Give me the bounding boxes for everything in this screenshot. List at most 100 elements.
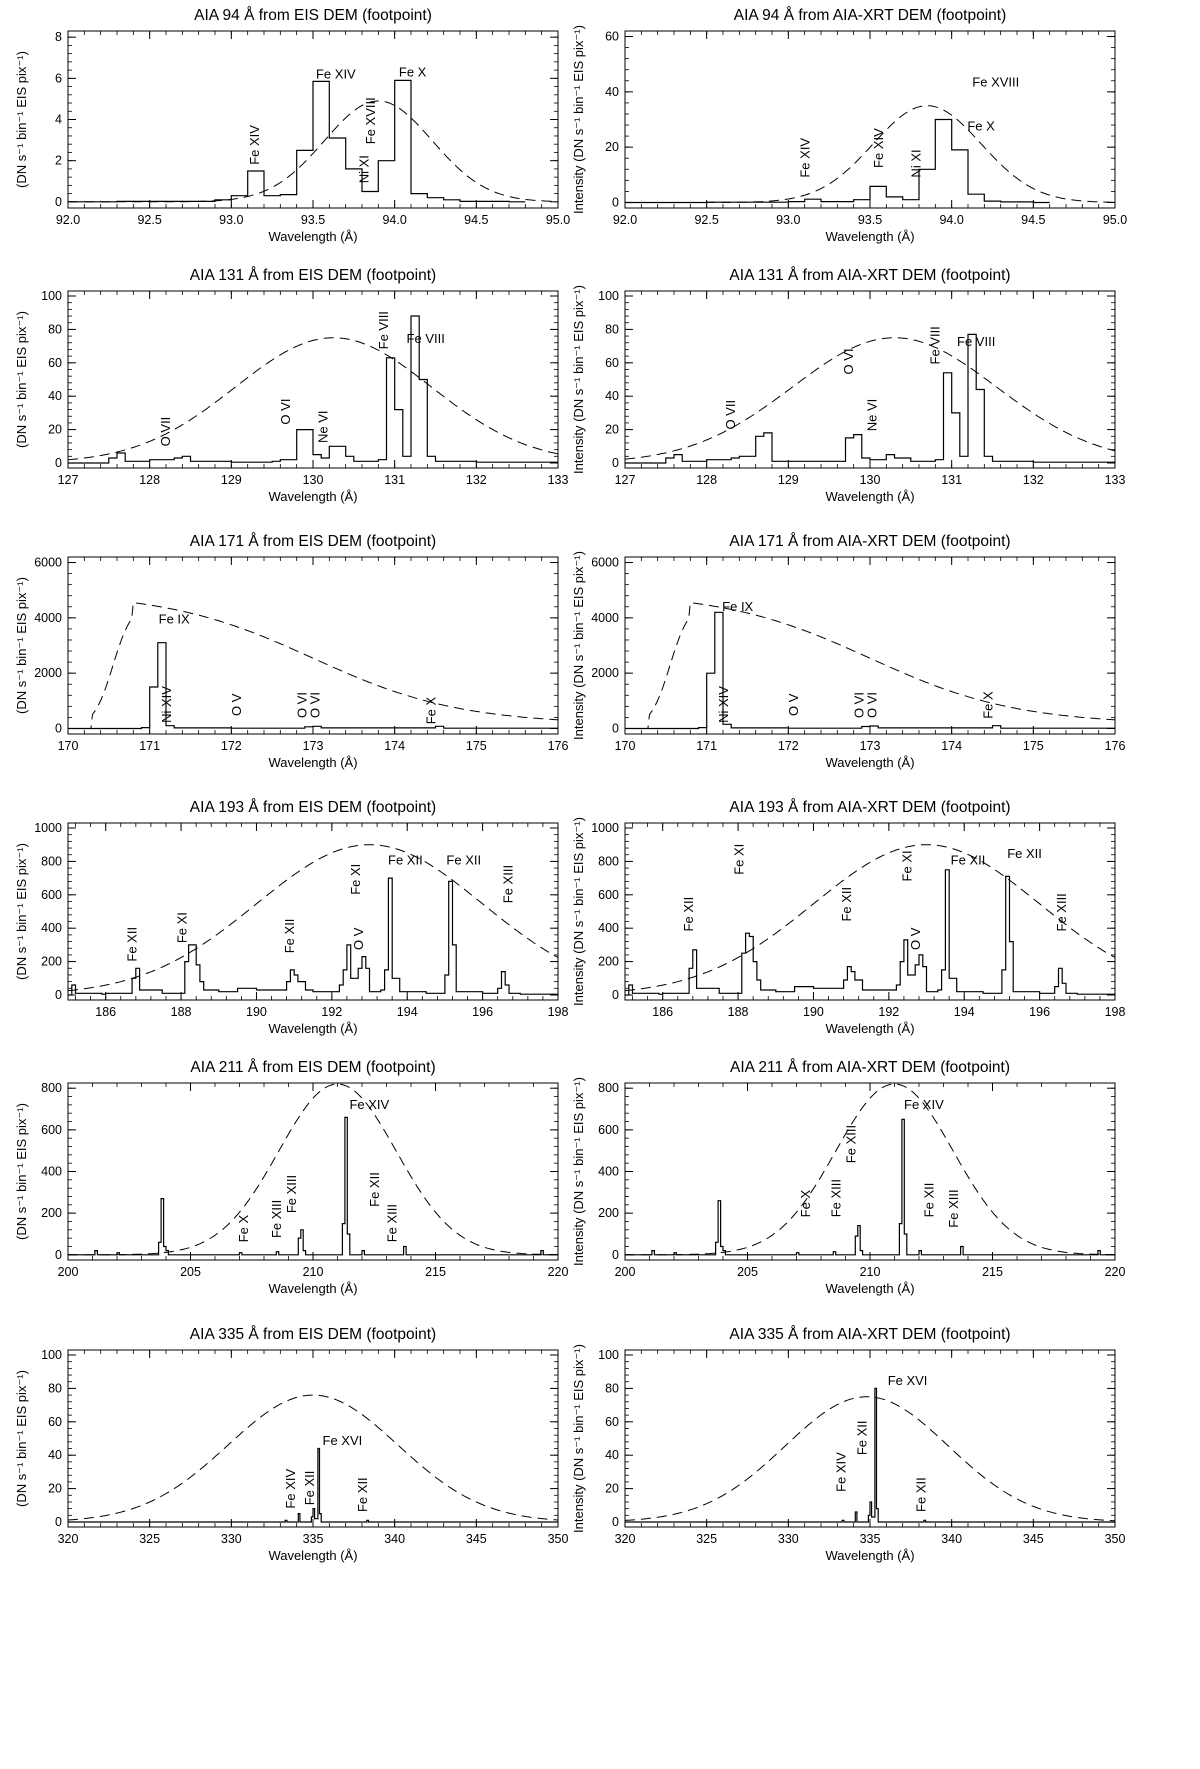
- x-axis-label: Wavelength (Å): [825, 229, 914, 244]
- y-tick-label: 40: [48, 1448, 62, 1462]
- x-tick-label: 94.0: [382, 213, 406, 227]
- chart-panel-9: AIA 211 Å from EIS DEM (footpoint) 200 205…: [14, 1059, 568, 1296]
- x-axis-label: Wavelength (Å): [825, 1548, 914, 1563]
- y-tick-label: 200: [41, 1206, 62, 1220]
- x-tick-label: 93.5: [858, 213, 882, 227]
- x-tick-label: 175: [1023, 739, 1044, 753]
- x-tick-label: 128: [139, 473, 160, 487]
- x-tick-label: 130: [860, 473, 881, 487]
- x-tick-label: 174: [384, 739, 405, 753]
- line-label: Fe XIII: [501, 865, 516, 903]
- x-tick-label: 188: [728, 1005, 749, 1019]
- y-tick-label: 0: [612, 195, 619, 209]
- x-tick-label: 215: [425, 1265, 446, 1279]
- y-tick-label: 600: [598, 888, 619, 902]
- x-axis-label: Wavelength (Å): [825, 489, 914, 504]
- y-axis-label: Intensity (DN s⁻¹ bin⁻¹ EIS pix⁻¹): [571, 1077, 586, 1266]
- spectrum-histogram: [68, 79, 526, 203]
- line-label: Fe X: [967, 119, 995, 134]
- x-tick-label: 350: [548, 1532, 569, 1546]
- x-tick-label: 93.0: [776, 213, 800, 227]
- y-tick-label: 20: [48, 423, 62, 437]
- x-tick-label: 320: [615, 1532, 636, 1546]
- x-tick-label: 176: [548, 739, 569, 753]
- line-label: Fe XII: [951, 853, 986, 868]
- chart-title: AIA 335 Å from EIS DEM (footpoint): [190, 1326, 436, 1343]
- chart-title: AIA 211 Å from EIS DEM (footpoint): [190, 1059, 435, 1076]
- spectrum-histogram: [625, 1387, 1115, 1523]
- line-label: O V: [908, 927, 923, 950]
- x-tick-label: 210: [303, 1265, 324, 1279]
- x-tick-label: 173: [860, 739, 881, 753]
- line-label: Fe XII: [446, 853, 481, 868]
- chart-title: AIA 193 Å from EIS DEM (footpoint): [190, 799, 436, 816]
- x-tick-label: 170: [58, 739, 79, 753]
- y-tick-label: 800: [41, 854, 62, 868]
- y-axis-label: Intensity (DN s⁻¹ bin⁻¹ EIS pix⁻¹): [571, 817, 586, 1006]
- chart-panel-2: AIA 94 Å from AIA-XRT DEM (footpoint) 92.…: [571, 7, 1127, 244]
- line-label: Fe XIV: [247, 125, 262, 165]
- x-tick-label: 210: [860, 1265, 881, 1279]
- line-label: Fe X: [980, 691, 995, 719]
- x-tick-label: 205: [180, 1265, 201, 1279]
- y-tick-label: 60: [48, 356, 62, 370]
- spectrum-histogram: [68, 315, 558, 464]
- spectrum-histogram: [625, 611, 1115, 730]
- y-tick-label: 0: [55, 195, 62, 209]
- line-label: Ni XIV: [716, 686, 731, 723]
- y-tick-label: 6000: [34, 556, 62, 570]
- y-tick-label: 4: [55, 113, 62, 127]
- y-tick-label: 40: [605, 389, 619, 403]
- spectrum-histogram: [625, 333, 1115, 464]
- y-axis-label: (DN s⁻¹ bin⁻¹ EIS pix⁻¹): [14, 311, 29, 448]
- y-tick-label: 400: [598, 1165, 619, 1179]
- line-label: Fe XII: [355, 1477, 370, 1512]
- x-tick-label: 186: [95, 1005, 116, 1019]
- x-tick-label: 131: [384, 473, 405, 487]
- chart-panel-10: AIA 211 Å from AIA-XRT DEM (footpoint) 20…: [571, 1059, 1125, 1296]
- x-tick-label: 190: [246, 1005, 267, 1019]
- line-label: Fe XIV: [316, 66, 356, 81]
- chart-panel-11: AIA 335 Å from EIS DEM (footpoint) 320 325…: [14, 1326, 568, 1563]
- x-tick-label: 92.5: [694, 213, 718, 227]
- response-curve: [68, 602, 558, 729]
- x-axis-label: Wavelength (Å): [268, 1281, 357, 1296]
- chart-title: AIA 94 Å from EIS DEM (footpoint): [194, 7, 432, 24]
- y-axis-label: Intensity (DN s⁻¹ bin⁻¹ EIS pix⁻¹): [571, 551, 586, 740]
- y-tick-label: 400: [41, 921, 62, 935]
- x-axis-label: Wavelength (Å): [825, 1281, 914, 1296]
- line-label: Fe XIV: [349, 1097, 389, 1112]
- y-axis-label: (DN s⁻¹ bin⁻¹ EIS pix⁻¹): [14, 1103, 29, 1240]
- line-label: Fe XIII: [843, 1125, 858, 1163]
- line-label: Fe XIV: [283, 1469, 298, 1509]
- line-label: Fe XII: [839, 887, 854, 922]
- x-tick-label: 127: [58, 473, 79, 487]
- x-tick-label: 171: [139, 739, 160, 753]
- x-axis-label: Wavelength (Å): [268, 1548, 357, 1563]
- line-label: Fe XII: [125, 927, 140, 962]
- y-tick-label: 200: [41, 955, 62, 969]
- y-tick-label: 80: [605, 322, 619, 336]
- line-label: Fe XII: [1007, 846, 1042, 861]
- y-axis-label: Intensity (DN s⁻¹ bin⁻¹ EIS pix⁻¹): [571, 25, 586, 214]
- y-tick-label: 20: [605, 1482, 619, 1496]
- x-tick-label: 128: [696, 473, 717, 487]
- line-label: O VI: [841, 348, 856, 374]
- spectrum-histogram: [68, 1447, 558, 1523]
- x-tick-label: 330: [221, 1532, 242, 1546]
- y-tick-label: 20: [605, 140, 619, 154]
- y-tick-label: 800: [41, 1081, 62, 1095]
- y-tick-label: 40: [605, 1448, 619, 1462]
- line-label: O V: [229, 693, 244, 716]
- x-tick-label: 92.0: [613, 213, 637, 227]
- response-curve: [68, 1394, 558, 1521]
- y-tick-label: 100: [41, 289, 62, 303]
- x-tick-label: 132: [1023, 473, 1044, 487]
- y-tick-label: 600: [41, 1123, 62, 1137]
- plot-frame: [624, 822, 1116, 1001]
- x-tick-label: 194: [954, 1005, 975, 1019]
- line-label: O VI: [278, 399, 293, 425]
- y-tick-label: 60: [48, 1415, 62, 1429]
- y-tick-label: 800: [598, 854, 619, 868]
